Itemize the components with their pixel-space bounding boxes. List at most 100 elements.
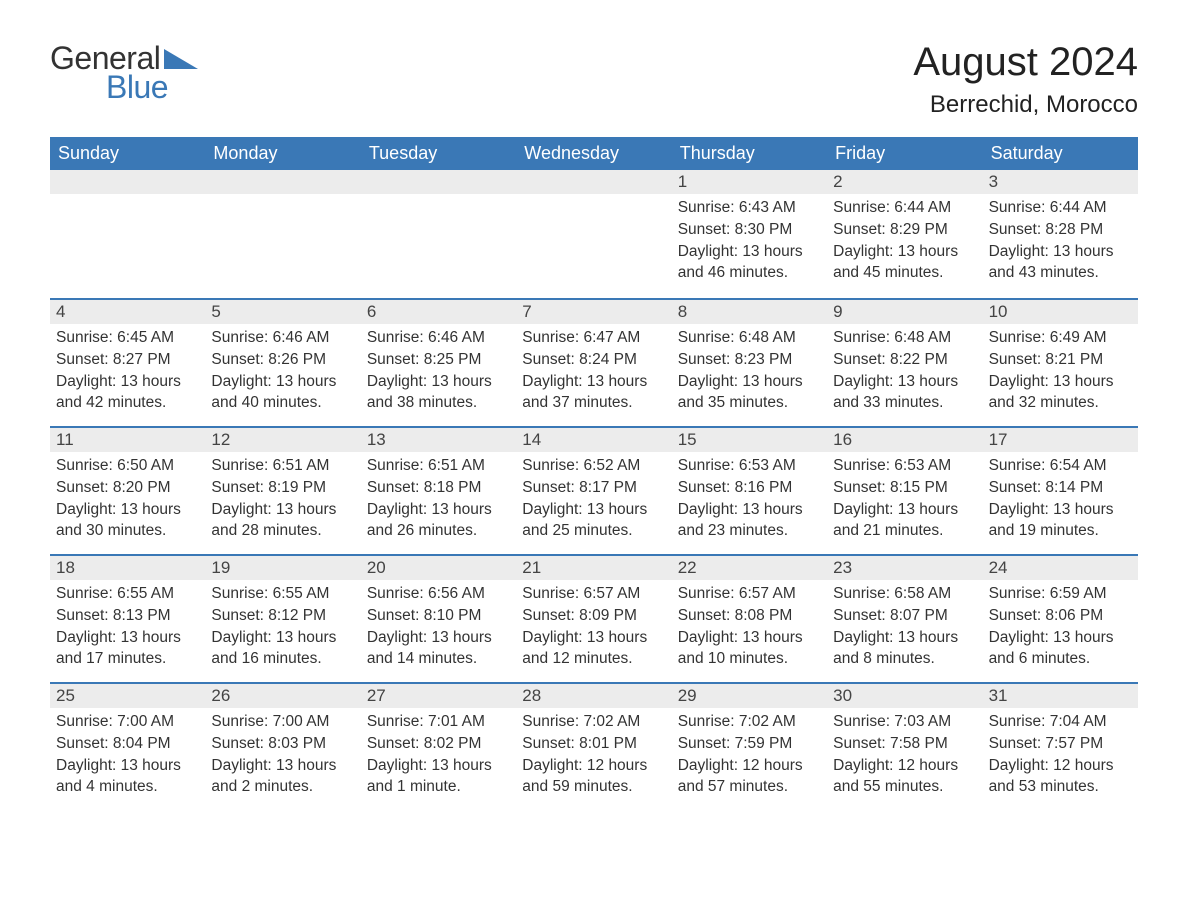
calendar: SundayMondayTuesdayWednesdayThursdayFrid… [50, 137, 1138, 810]
weekday-header-row: SundayMondayTuesdayWednesdayThursdayFrid… [50, 137, 1138, 170]
day-number: 5 [205, 300, 360, 324]
daylight-text: Daylight: 13 hours and 23 minutes. [678, 500, 821, 542]
weekday-header: Thursday [672, 137, 827, 170]
day-details: Sunrise: 6:46 AMSunset: 8:25 PMDaylight:… [361, 324, 516, 414]
sunset-text: Sunset: 8:01 PM [522, 734, 665, 755]
calendar-cell-empty [205, 170, 360, 298]
sunrise-text: Sunrise: 6:51 AM [367, 456, 510, 477]
calendar-cell: 15Sunrise: 6:53 AMSunset: 8:16 PMDayligh… [672, 428, 827, 554]
day-details: Sunrise: 7:00 AMSunset: 8:03 PMDaylight:… [205, 708, 360, 798]
sunset-text: Sunset: 8:27 PM [56, 350, 199, 371]
sunset-text: Sunset: 8:13 PM [56, 606, 199, 627]
daylight-text: Daylight: 13 hours and 26 minutes. [367, 500, 510, 542]
day-number: 11 [50, 428, 205, 452]
day-number: 6 [361, 300, 516, 324]
calendar-cell: 5Sunrise: 6:46 AMSunset: 8:26 PMDaylight… [205, 300, 360, 426]
day-details: Sunrise: 6:58 AMSunset: 8:07 PMDaylight:… [827, 580, 982, 670]
sunrise-text: Sunrise: 6:53 AM [833, 456, 976, 477]
sunset-text: Sunset: 8:22 PM [833, 350, 976, 371]
calendar-cell: 19Sunrise: 6:55 AMSunset: 8:12 PMDayligh… [205, 556, 360, 682]
daylight-text: Daylight: 13 hours and 1 minute. [367, 756, 510, 798]
sunset-text: Sunset: 8:07 PM [833, 606, 976, 627]
daylight-text: Daylight: 12 hours and 55 minutes. [833, 756, 976, 798]
sunset-text: Sunset: 8:02 PM [367, 734, 510, 755]
calendar-cell: 21Sunrise: 6:57 AMSunset: 8:09 PMDayligh… [516, 556, 671, 682]
calendar-cell-empty [361, 170, 516, 298]
sunset-text: Sunset: 8:09 PM [522, 606, 665, 627]
day-number: 3 [983, 170, 1138, 194]
daylight-text: Daylight: 13 hours and 46 minutes. [678, 242, 821, 284]
sunrise-text: Sunrise: 6:48 AM [833, 328, 976, 349]
day-number: 12 [205, 428, 360, 452]
calendar-cell: 7Sunrise: 6:47 AMSunset: 8:24 PMDaylight… [516, 300, 671, 426]
day-number: 31 [983, 684, 1138, 708]
sunrise-text: Sunrise: 7:01 AM [367, 712, 510, 733]
sunrise-text: Sunrise: 6:57 AM [678, 584, 821, 605]
daylight-text: Daylight: 13 hours and 38 minutes. [367, 372, 510, 414]
calendar-cell: 1Sunrise: 6:43 AMSunset: 8:30 PMDaylight… [672, 170, 827, 298]
daylight-text: Daylight: 13 hours and 8 minutes. [833, 628, 976, 670]
calendar-cell: 22Sunrise: 6:57 AMSunset: 8:08 PMDayligh… [672, 556, 827, 682]
calendar-cell: 29Sunrise: 7:02 AMSunset: 7:59 PMDayligh… [672, 684, 827, 810]
day-number: 24 [983, 556, 1138, 580]
weekday-header: Sunday [50, 137, 205, 170]
day-number: 14 [516, 428, 671, 452]
calendar-cell: 25Sunrise: 7:00 AMSunset: 8:04 PMDayligh… [50, 684, 205, 810]
day-number: 13 [361, 428, 516, 452]
day-number: 18 [50, 556, 205, 580]
day-number: 26 [205, 684, 360, 708]
day-details: Sunrise: 6:44 AMSunset: 8:28 PMDaylight:… [983, 194, 1138, 284]
page-header: General Blue August 2024 Berrechid, Moro… [50, 40, 1138, 119]
day-details: Sunrise: 6:55 AMSunset: 8:13 PMDaylight:… [50, 580, 205, 670]
sunrise-text: Sunrise: 6:59 AM [989, 584, 1132, 605]
daylight-text: Daylight: 13 hours and 2 minutes. [211, 756, 354, 798]
weekday-header: Wednesday [516, 137, 671, 170]
day-number: 9 [827, 300, 982, 324]
day-number [361, 170, 516, 194]
sunrise-text: Sunrise: 6:55 AM [211, 584, 354, 605]
day-details: Sunrise: 7:04 AMSunset: 7:57 PMDaylight:… [983, 708, 1138, 798]
calendar-cell: 4Sunrise: 6:45 AMSunset: 8:27 PMDaylight… [50, 300, 205, 426]
sunrise-text: Sunrise: 6:51 AM [211, 456, 354, 477]
day-details: Sunrise: 7:03 AMSunset: 7:58 PMDaylight:… [827, 708, 982, 798]
sunset-text: Sunset: 8:10 PM [367, 606, 510, 627]
daylight-text: Daylight: 13 hours and 35 minutes. [678, 372, 821, 414]
day-details: Sunrise: 6:57 AMSunset: 8:09 PMDaylight:… [516, 580, 671, 670]
daylight-text: Daylight: 13 hours and 45 minutes. [833, 242, 976, 284]
daylight-text: Daylight: 13 hours and 17 minutes. [56, 628, 199, 670]
sunrise-text: Sunrise: 6:49 AM [989, 328, 1132, 349]
weekday-header: Monday [205, 137, 360, 170]
day-details: Sunrise: 6:47 AMSunset: 8:24 PMDaylight:… [516, 324, 671, 414]
weekday-header: Tuesday [361, 137, 516, 170]
day-number [50, 170, 205, 194]
sunrise-text: Sunrise: 6:44 AM [989, 198, 1132, 219]
sunrise-text: Sunrise: 6:43 AM [678, 198, 821, 219]
calendar-week: 1Sunrise: 6:43 AMSunset: 8:30 PMDaylight… [50, 170, 1138, 298]
sunrise-text: Sunrise: 6:45 AM [56, 328, 199, 349]
title-block: August 2024 Berrechid, Morocco [913, 40, 1138, 119]
daylight-text: Daylight: 13 hours and 21 minutes. [833, 500, 976, 542]
day-details: Sunrise: 6:44 AMSunset: 8:29 PMDaylight:… [827, 194, 982, 284]
sunset-text: Sunset: 8:15 PM [833, 478, 976, 499]
logo-blue-text: Blue [106, 69, 168, 106]
sunrise-text: Sunrise: 6:58 AM [833, 584, 976, 605]
day-details: Sunrise: 6:50 AMSunset: 8:20 PMDaylight:… [50, 452, 205, 542]
day-number: 25 [50, 684, 205, 708]
calendar-cell: 18Sunrise: 6:55 AMSunset: 8:13 PMDayligh… [50, 556, 205, 682]
month-title: August 2024 [913, 40, 1138, 85]
day-number: 17 [983, 428, 1138, 452]
day-number: 20 [361, 556, 516, 580]
calendar-cell: 24Sunrise: 6:59 AMSunset: 8:06 PMDayligh… [983, 556, 1138, 682]
sunset-text: Sunset: 8:06 PM [989, 606, 1132, 627]
sunrise-text: Sunrise: 6:48 AM [678, 328, 821, 349]
day-details: Sunrise: 6:46 AMSunset: 8:26 PMDaylight:… [205, 324, 360, 414]
sunrise-text: Sunrise: 6:44 AM [833, 198, 976, 219]
sunset-text: Sunset: 8:19 PM [211, 478, 354, 499]
calendar-cell: 23Sunrise: 6:58 AMSunset: 8:07 PMDayligh… [827, 556, 982, 682]
calendar-cell-empty [516, 170, 671, 298]
calendar-cell: 30Sunrise: 7:03 AMSunset: 7:58 PMDayligh… [827, 684, 982, 810]
sunrise-text: Sunrise: 6:55 AM [56, 584, 199, 605]
calendar-cell: 28Sunrise: 7:02 AMSunset: 8:01 PMDayligh… [516, 684, 671, 810]
calendar-cell: 20Sunrise: 6:56 AMSunset: 8:10 PMDayligh… [361, 556, 516, 682]
sunset-text: Sunset: 8:25 PM [367, 350, 510, 371]
